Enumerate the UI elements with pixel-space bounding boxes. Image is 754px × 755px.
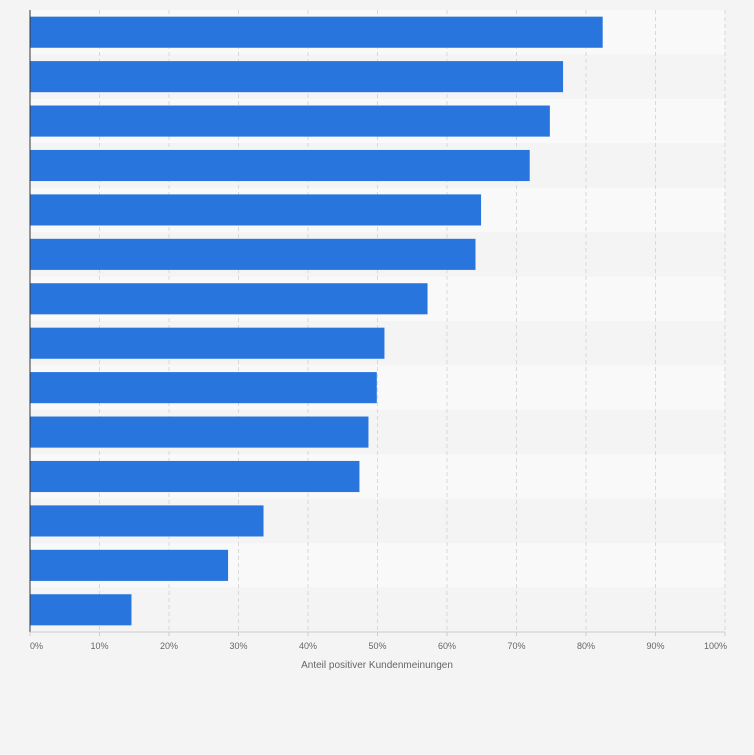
x-tick-label: 60% <box>438 641 456 651</box>
x-tick-label: 20% <box>160 641 178 651</box>
bar[interactable] <box>30 149 530 182</box>
x-tick-label: 0% <box>30 641 43 651</box>
bar[interactable] <box>30 194 482 226</box>
bar[interactable] <box>30 460 360 493</box>
bar[interactable] <box>30 327 385 359</box>
x-tick-label: 40% <box>299 641 317 651</box>
x-tick-label: 100% <box>704 641 727 651</box>
bar[interactable] <box>30 594 132 626</box>
x-tick-labels: 0% 10% 20% 30% 40% 50% 60% 70% 80% 90% 100% <box>30 641 727 651</box>
bar[interactable] <box>30 61 564 93</box>
bars <box>30 16 603 626</box>
bar[interactable] <box>30 372 377 404</box>
x-tick-label: 70% <box>507 641 525 651</box>
bar[interactable] <box>30 505 264 537</box>
axes <box>29 10 726 636</box>
bar[interactable] <box>30 416 369 448</box>
bar[interactable] <box>30 238 476 270</box>
x-axis-title: Anteil positiver Kundenmeinungen <box>301 660 453 671</box>
x-tick-label: 30% <box>229 641 247 651</box>
x-tick-label: 10% <box>90 641 108 651</box>
x-tick-label: 50% <box>368 641 386 651</box>
bar[interactable] <box>30 549 229 581</box>
x-tick-label: 90% <box>646 641 664 651</box>
bar[interactable] <box>30 105 550 137</box>
x-tick-label: 80% <box>577 641 595 651</box>
grid-lines <box>99 10 726 632</box>
bar[interactable] <box>30 283 428 315</box>
bar[interactable] <box>30 16 603 48</box>
